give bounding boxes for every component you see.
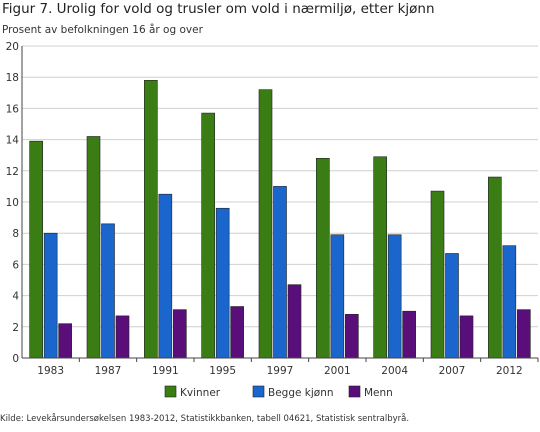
bar-menn-2004 <box>402 310 416 359</box>
x-tick-label: 1997 <box>267 365 294 377</box>
legend-label: Kvinner <box>180 387 221 399</box>
bar-kvinner-1991 <box>144 80 158 359</box>
legend-swatch-menn <box>348 385 361 398</box>
source-note: Kilde: Levekårsundersøkelsen 1983-2012, … <box>0 414 410 424</box>
x-tick-label: 2007 <box>439 365 466 377</box>
bar-begge-kjønn-1997 <box>273 186 287 359</box>
legend-swatch-kvinner <box>164 385 177 398</box>
bar-menn-1983 <box>58 323 72 359</box>
bar-begge-kjønn-1983 <box>43 232 58 359</box>
y-tick-label: 4 <box>12 291 19 303</box>
bar-begge-kjønn-2001 <box>330 234 345 359</box>
x-tick-label: 2012 <box>496 365 523 377</box>
legend-swatch-begge-kjønn <box>252 385 265 398</box>
bar-menn-1987 <box>115 315 130 359</box>
x-tick-label: 1995 <box>209 365 236 377</box>
bar-menn-1995 <box>230 306 244 359</box>
y-tick-label: 0 <box>12 353 19 365</box>
bar-kvinner-1987 <box>86 136 101 359</box>
bar-kvinner-2012 <box>488 176 502 359</box>
y-tick-label: 12 <box>6 166 19 178</box>
bar-begge-kjønn-2004 <box>387 234 402 359</box>
y-tick-label: 2 <box>12 322 19 334</box>
bar-menn-1997 <box>287 284 302 359</box>
bar-menn-1991 <box>173 309 187 359</box>
bar-menn-2007 <box>459 315 474 359</box>
bar-begge-kjønn-1995 <box>215 207 230 359</box>
y-tick-label: 6 <box>12 259 19 271</box>
y-tick-label: 10 <box>6 197 19 209</box>
bars <box>29 80 531 359</box>
x-tick-label: 2004 <box>381 365 408 377</box>
x-tick-label: 1983 <box>37 365 64 377</box>
bar-kvinner-2007 <box>430 190 445 359</box>
y-tick-label: 16 <box>6 103 20 115</box>
y-tick-labels: 0 2 4 6 8 10 12 14 16 18 20 <box>6 41 20 365</box>
bar-begge-kjønn-2012 <box>502 245 517 359</box>
chart-subtitle: Prosent av befolkningen 16 år og over <box>2 24 203 36</box>
x-tick-label: 1991 <box>152 365 179 377</box>
y-tick-label: 18 <box>6 72 19 84</box>
bar-menn-2012 <box>517 309 531 359</box>
x-tick-labels: 1983 1987 1991 1995 1997 2001 2004 2007 2012 <box>37 358 539 377</box>
legend-label: Begge kjønn <box>268 387 334 399</box>
bar-kvinner-2001 <box>316 158 330 359</box>
y-tick-label: 20 <box>6 41 19 53</box>
bar-begge-kjønn-1987 <box>101 223 115 359</box>
bar-begge-kjønn-1991 <box>158 193 173 359</box>
chart-title: Figur 7. Urolig for vold og trusler om v… <box>2 1 435 17</box>
bar-kvinner-1983 <box>29 140 43 359</box>
bar-begge-kjønn-2007 <box>445 253 459 359</box>
y-tick-label: 14 <box>6 135 20 147</box>
bar-kvinner-1995 <box>201 112 215 359</box>
bar-kvinner-2004 <box>373 156 387 359</box>
bar-kvinner-1997 <box>258 89 273 359</box>
x-tick-label: 2001 <box>324 365 351 377</box>
legend-label: Menn <box>364 387 393 399</box>
legend: Kvinner Begge kjønn Menn <box>164 385 393 399</box>
x-tick-label: 1987 <box>95 365 122 377</box>
axes <box>21 46 538 359</box>
bar-menn-2001 <box>345 314 359 359</box>
y-tick-label: 8 <box>12 228 19 240</box>
